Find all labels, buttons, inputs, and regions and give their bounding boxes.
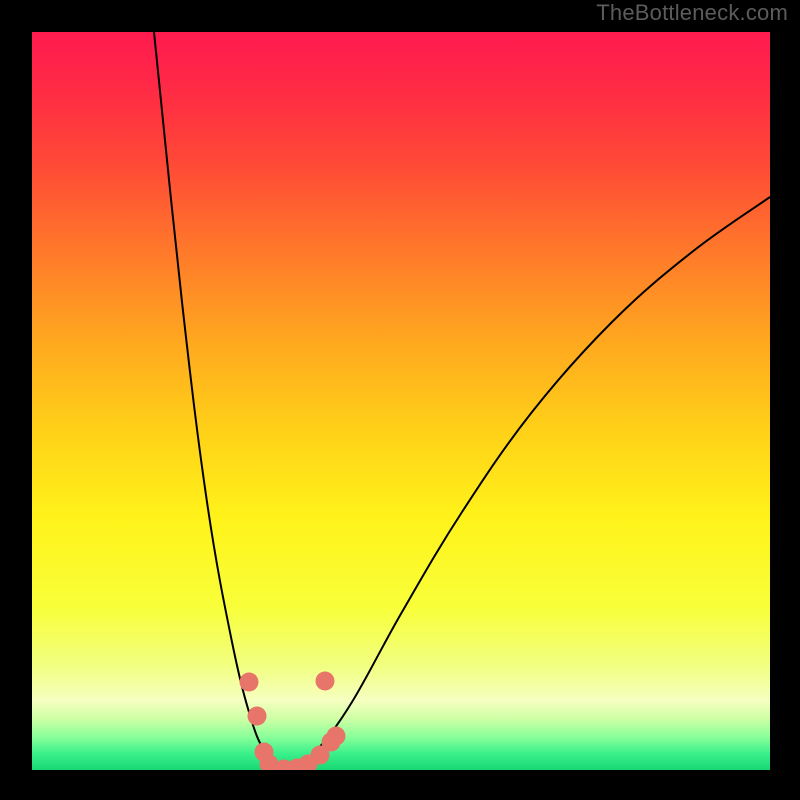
bottleneck-chart: [0, 0, 800, 800]
highlight-marker: [240, 673, 259, 692]
gradient-background: [32, 32, 770, 770]
highlight-marker: [316, 672, 335, 691]
chart-stage: TheBottleneck.com: [0, 0, 800, 800]
highlight-marker: [327, 727, 346, 746]
watermark-text: TheBottleneck.com: [596, 0, 788, 26]
highlight-marker: [248, 707, 267, 726]
